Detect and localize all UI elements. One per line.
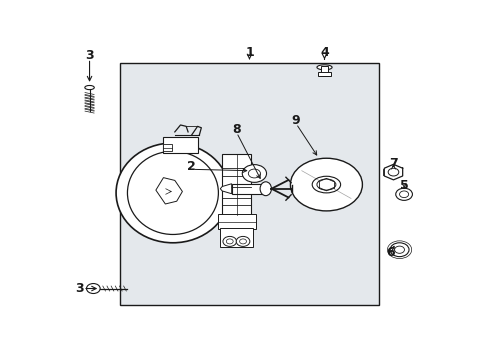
Bar (231, 184, 264, 194)
Bar (318, 72, 330, 76)
Circle shape (223, 237, 236, 246)
Text: 3: 3 (75, 282, 83, 295)
Bar (320, 66, 327, 74)
Bar (163, 144, 171, 151)
Text: 8: 8 (232, 123, 241, 136)
Ellipse shape (260, 182, 271, 196)
Bar (120, 63, 379, 305)
Circle shape (395, 188, 411, 201)
Text: 1: 1 (244, 46, 253, 59)
Text: 6: 6 (385, 246, 394, 259)
Circle shape (389, 243, 408, 257)
Ellipse shape (311, 176, 340, 193)
Text: 4: 4 (320, 46, 328, 59)
Text: 5: 5 (399, 179, 407, 192)
Circle shape (236, 237, 249, 246)
Bar (218, 214, 256, 229)
Circle shape (387, 168, 398, 176)
Circle shape (394, 246, 404, 253)
Circle shape (226, 239, 233, 244)
Text: 7: 7 (388, 157, 397, 170)
Bar (222, 154, 250, 215)
Text: 9: 9 (291, 114, 300, 127)
Circle shape (248, 169, 260, 178)
Circle shape (290, 158, 362, 211)
Bar (220, 228, 252, 247)
Circle shape (242, 165, 266, 183)
Ellipse shape (84, 85, 94, 90)
Circle shape (86, 284, 100, 293)
Circle shape (239, 239, 246, 244)
Ellipse shape (316, 179, 335, 190)
Bar (163, 138, 197, 153)
Polygon shape (156, 177, 182, 204)
Ellipse shape (116, 143, 229, 243)
Circle shape (399, 191, 408, 198)
Ellipse shape (127, 151, 218, 234)
Polygon shape (220, 184, 231, 194)
Text: 3: 3 (85, 49, 94, 62)
Text: 2: 2 (187, 160, 196, 173)
Ellipse shape (316, 65, 331, 70)
Polygon shape (384, 164, 402, 180)
